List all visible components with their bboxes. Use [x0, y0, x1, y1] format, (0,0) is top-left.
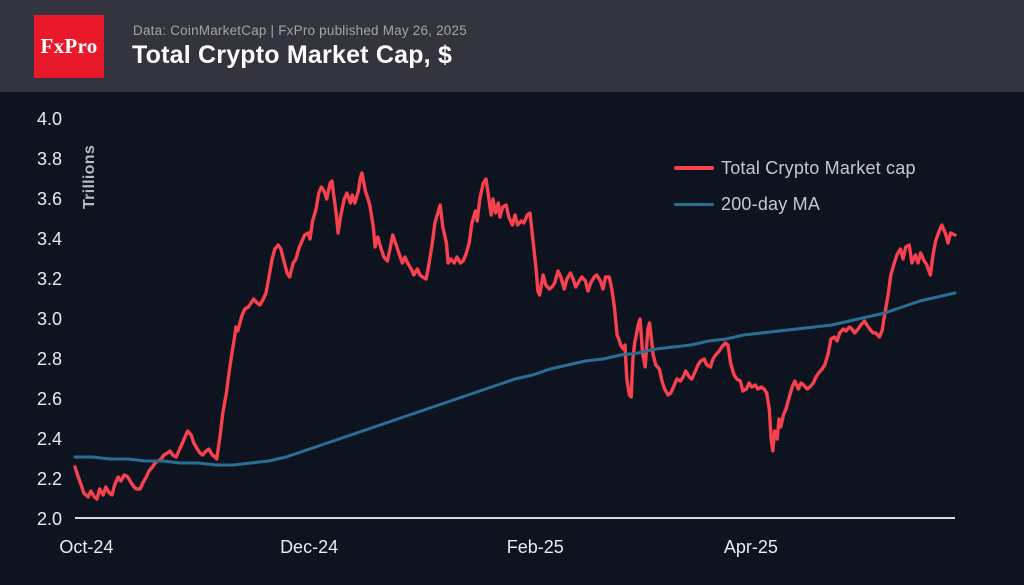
page-title: Total Crypto Market Cap, $	[132, 41, 453, 69]
y-axis-tick-label: 3.0	[36, 309, 62, 329]
y-axis-tick-label: 2.2	[36, 469, 62, 489]
y-axis-tick-label: 2.4	[36, 429, 62, 449]
legend-item: Total Crypto Market cap	[674, 150, 916, 186]
x-axis-tick-label: Oct-24	[59, 537, 114, 557]
y-axis-tick-label: 3.8	[36, 149, 62, 169]
y-axis-tick-label: 3.4	[36, 229, 62, 249]
chart-area: Trillions 4.0 3.8 3.6 3.4 3.2 3.0 2.8 2.6 2.4 2.2…	[0, 92, 1024, 585]
header-bar: FxPro Data: CoinMarketCap | FxPro publis…	[0, 0, 1024, 92]
plot-canvas	[73, 171, 957, 501]
x-axis-tick-label: Apr-25	[723, 537, 778, 557]
x-axis-tick-label: Dec-24	[280, 537, 339, 557]
fxpro-logo: FxPro	[34, 15, 104, 78]
legend-item: 200-day MA	[674, 186, 916, 222]
total-crypto-market-cap-line	[73, 171, 957, 501]
legend-swatch-ma-200-line	[674, 202, 714, 206]
legend-label: Total Crypto Market cap	[721, 157, 916, 178]
y-axis-title: Trillions	[81, 144, 98, 210]
x-axis-line	[75, 517, 955, 519]
chart-legend: Total Crypto Market cap 200-day MA	[674, 150, 916, 222]
y-axis-tick-label: 3.2	[36, 269, 62, 289]
y-axis-tick-label: 2.8	[36, 349, 62, 369]
legend-label: 200-day MA	[721, 193, 821, 214]
y-axis-tick-label: 3.6	[36, 189, 62, 209]
legend-swatch-total-crypto-market-cap-line	[674, 166, 714, 170]
y-axis-tick-label: 2.0	[36, 509, 62, 529]
x-axis-tick-label: Feb-25	[506, 537, 564, 557]
y-axis-tick-label: 4.0	[36, 109, 62, 129]
data-source-text: Data: CoinMarketCap | FxPro published Ma…	[133, 23, 467, 38]
y-axis-tick-label: 2.6	[36, 389, 62, 409]
fxpro-logo-text: FxPro	[40, 34, 98, 58]
ma-200-line	[73, 291, 957, 467]
